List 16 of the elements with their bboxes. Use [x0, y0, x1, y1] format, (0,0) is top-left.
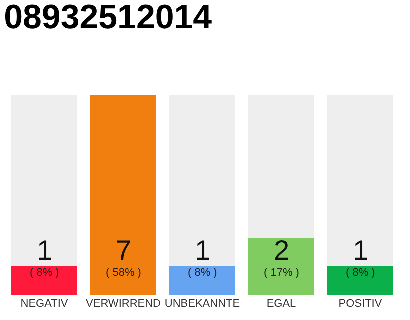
x-tick-label: VERWIRREND: [86, 298, 162, 310]
data-label: 2: [274, 235, 290, 266]
x-tick-label: EGAL: [266, 298, 296, 310]
data-label: 7: [116, 235, 132, 266]
annotation: ( 8% ): [30, 267, 60, 279]
annotation: ( 8% ): [188, 267, 218, 279]
x-tick-label: POSITIV: [338, 298, 383, 310]
data-label: 1: [353, 235, 369, 266]
chart-title: 08932512014: [4, 0, 212, 37]
annotation: ( 17% ): [264, 267, 300, 279]
x-tick-label: UNBEKANNTE: [164, 298, 240, 310]
x-tick-label: NEGATIV: [20, 298, 69, 310]
annotation: ( 58% ): [106, 267, 142, 279]
annotation: ( 8% ): [346, 267, 376, 279]
data-label: 1: [195, 235, 211, 266]
data-label: 1: [37, 235, 53, 266]
